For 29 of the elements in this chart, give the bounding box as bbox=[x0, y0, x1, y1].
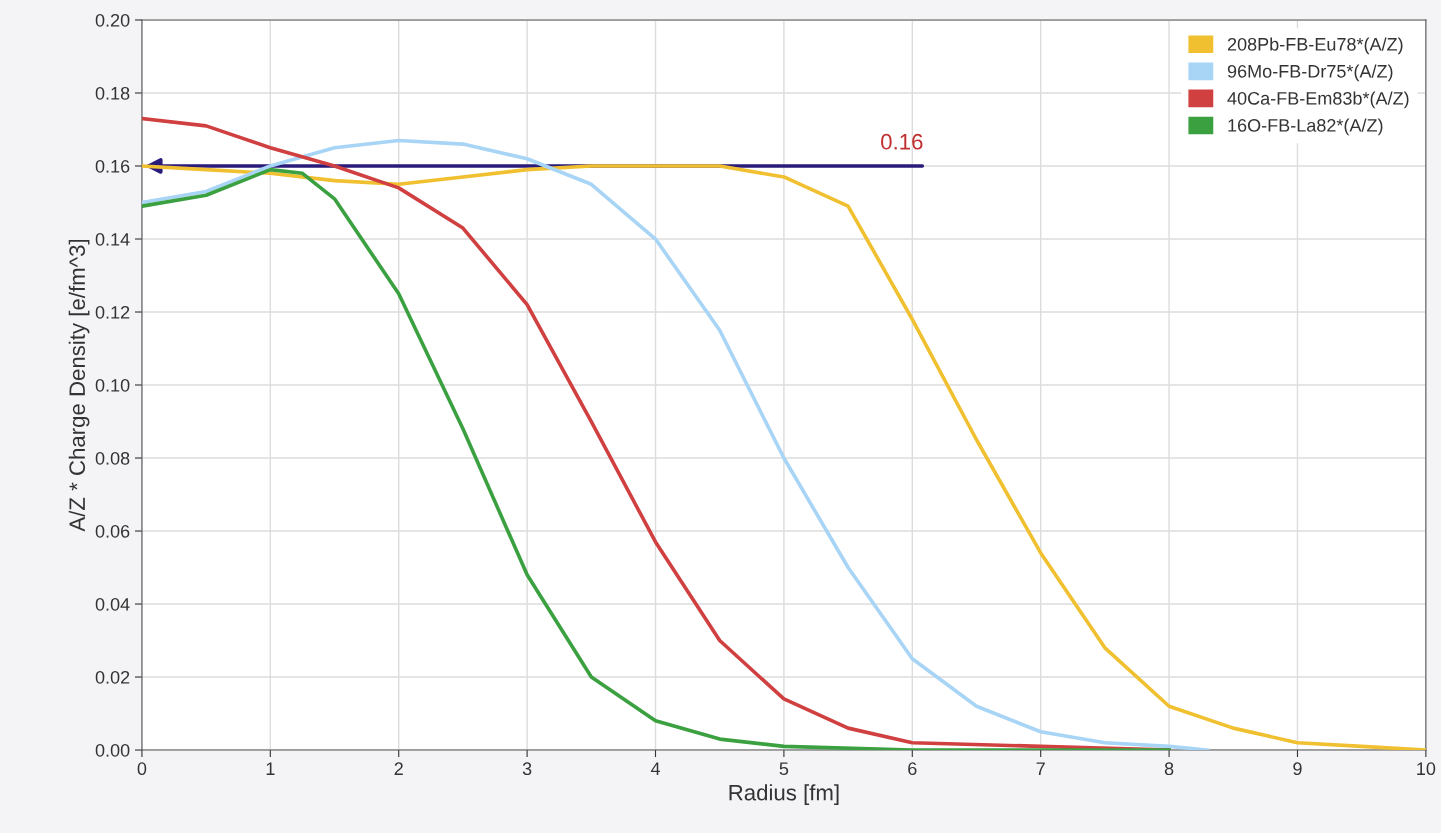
y-tick-label: 0.04 bbox=[95, 597, 130, 611]
x-tick-label: 8 bbox=[1164, 762, 1174, 776]
x-tick-label: 2 bbox=[394, 762, 403, 775]
x-tick-label: 6 bbox=[908, 762, 917, 776]
x-tick-label: 3 bbox=[522, 762, 532, 776]
y-tick-label: 0.18 bbox=[95, 86, 130, 100]
legend-label: 40Ca-FB-Em83b*(A/Z) bbox=[1227, 91, 1409, 109]
y-tick-label: 0.14 bbox=[95, 232, 130, 246]
y-tick-label: 0.08 bbox=[95, 451, 130, 465]
y-axis-title: A/Z * Charge Density [e/fm^3] bbox=[68, 239, 90, 532]
y-tick-label: 0.10 bbox=[95, 378, 130, 392]
x-tick-label: 10 bbox=[1417, 762, 1436, 776]
x-tick-label: 9 bbox=[1293, 762, 1302, 776]
x-tick-label: 1 bbox=[266, 762, 275, 775]
x-tick-label: 5 bbox=[779, 762, 789, 776]
legend-label: 208Pb-FB-Eu78*(A/Z) bbox=[1227, 37, 1403, 55]
y-tick-label: 0.06 bbox=[95, 524, 130, 538]
y-tick-label: 0.02 bbox=[95, 670, 130, 684]
x-tick-label: 7 bbox=[1036, 762, 1045, 775]
x-tick-label: 0 bbox=[137, 762, 147, 776]
y-tick-label: 0.12 bbox=[95, 305, 130, 319]
legend-label: 96Mo-FB-Dr75*(A/Z) bbox=[1227, 64, 1393, 82]
x-axis-title: Radius [fm] bbox=[729, 784, 839, 805]
y-tick-label: 0.20 bbox=[95, 13, 130, 27]
y-tick-label: 0.16 bbox=[95, 159, 130, 173]
y-tick-label: 0.00 bbox=[95, 743, 130, 757]
x-tick-label: 4 bbox=[650, 762, 660, 775]
legend-label: 16O-FB-La82*(A/Z) bbox=[1228, 118, 1383, 136]
annotation: 0.16 bbox=[881, 133, 923, 150]
